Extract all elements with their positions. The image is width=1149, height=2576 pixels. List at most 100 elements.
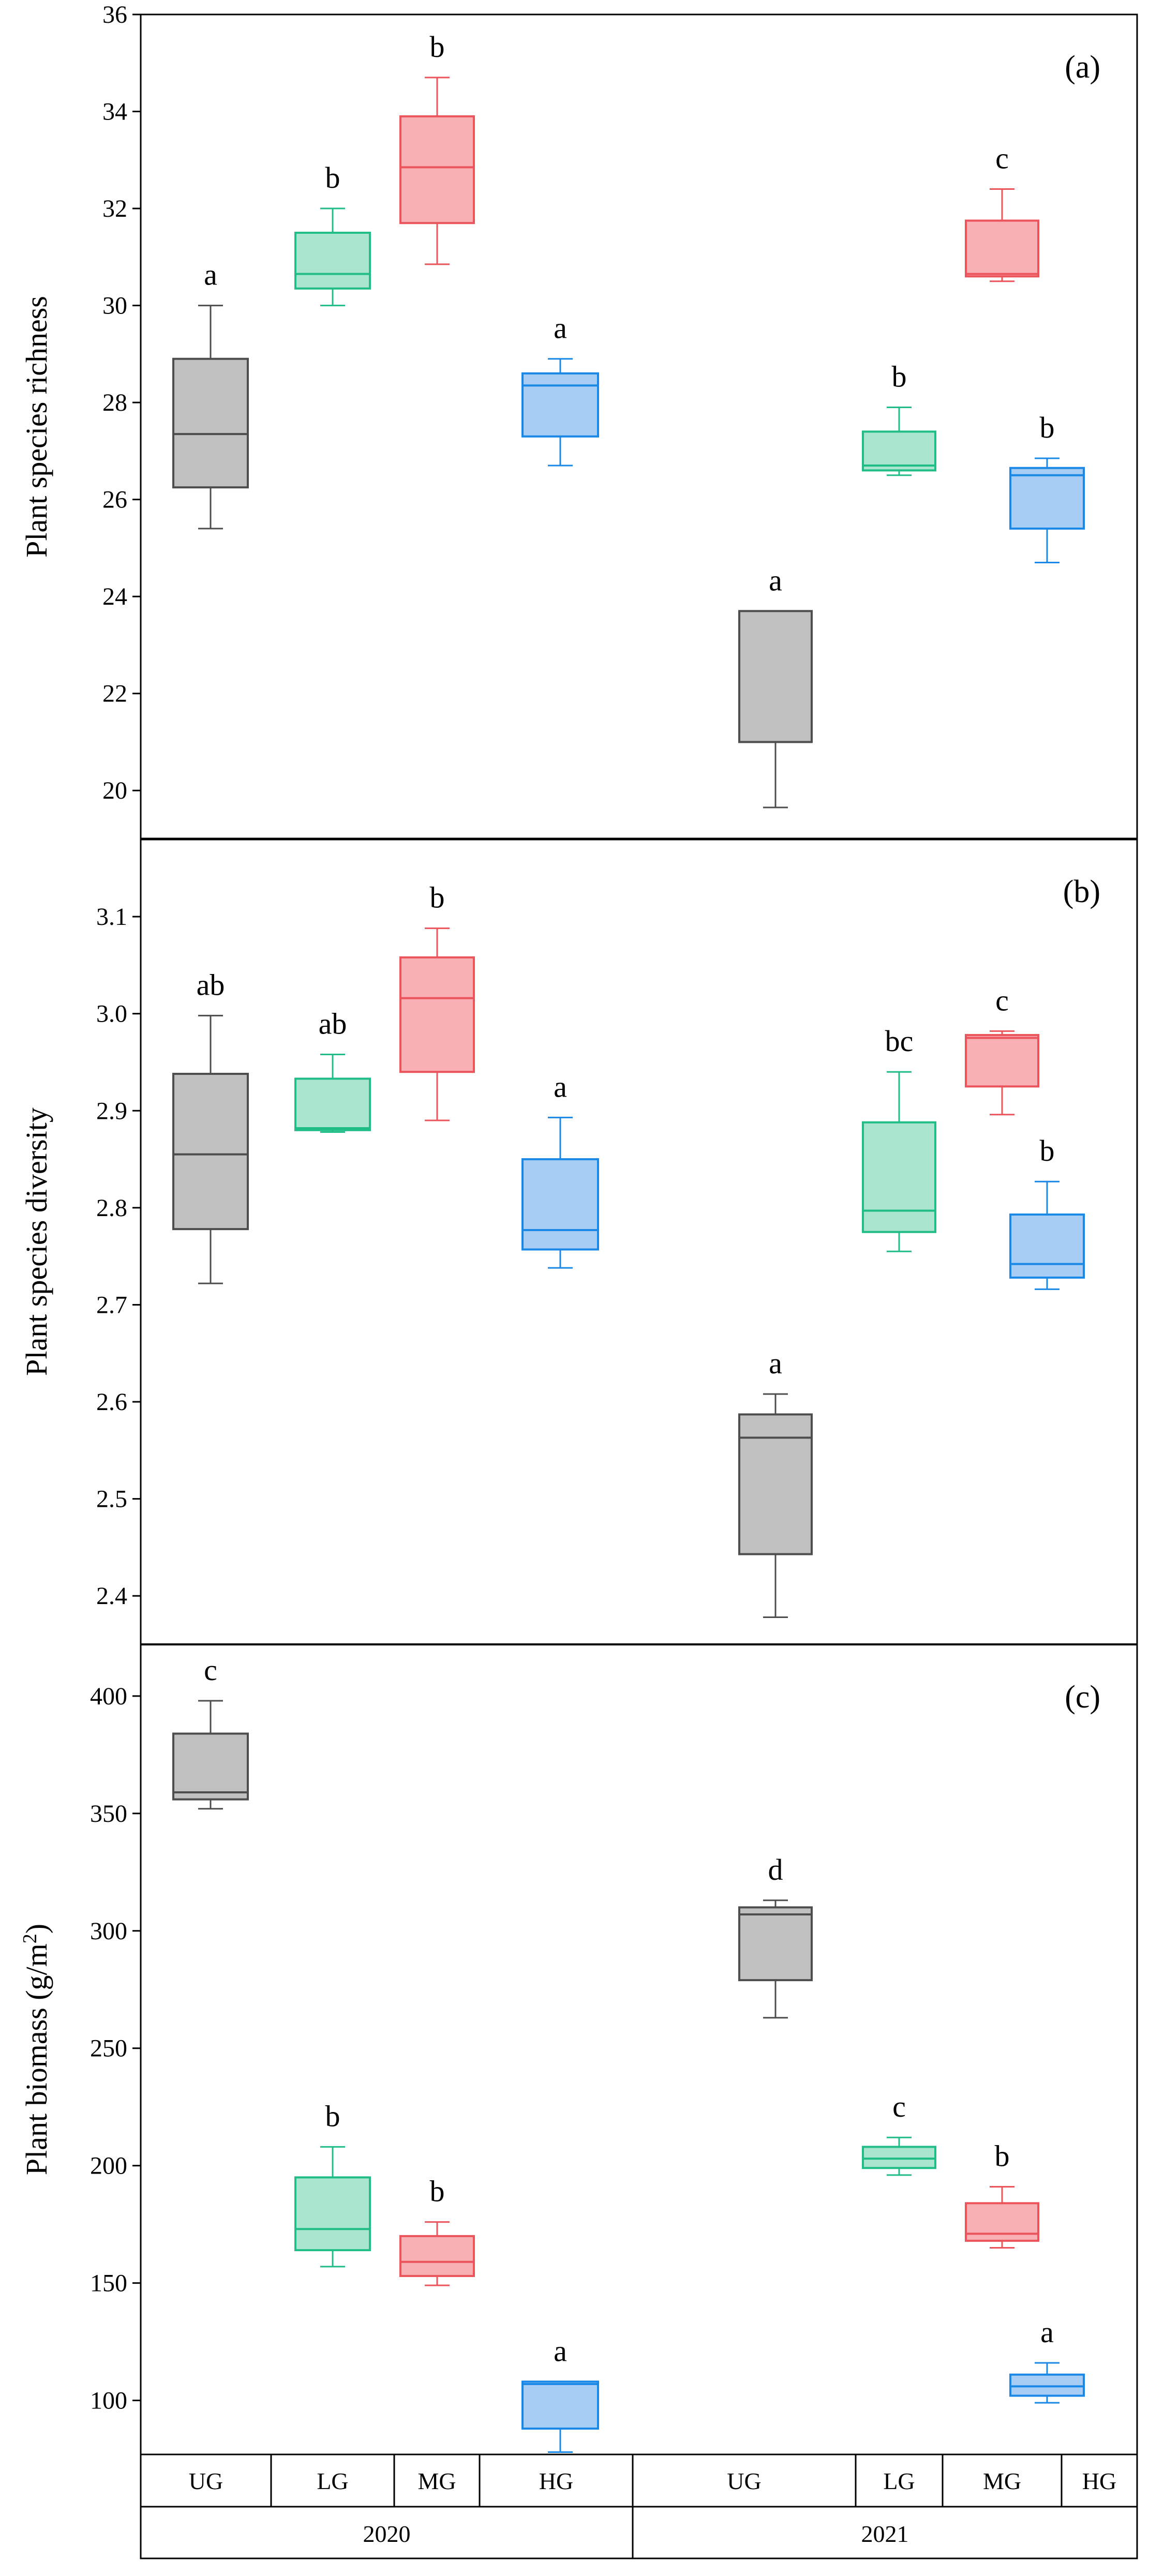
y-tick-label: 300 xyxy=(90,1918,127,1945)
panel-c: 100 150 200 250 300 350 400 Plant biomass (g/m2… xyxy=(19,1653,1100,2453)
x-category-label: HG xyxy=(1082,2468,1116,2494)
box-iqr xyxy=(399,115,475,224)
significance-letter: c xyxy=(995,142,1009,175)
box-2020-HG: a xyxy=(521,311,599,467)
y-axis-label-text: Plant species diversity xyxy=(20,1107,53,1376)
x-category-label: HG xyxy=(539,2468,573,2494)
box-2021-UG: d xyxy=(738,1853,813,2019)
box-2020-UG: a xyxy=(172,258,249,530)
y-axis-label-end: ) xyxy=(20,1924,53,1934)
significance-letter: a xyxy=(554,311,567,345)
box-iqr xyxy=(521,1158,599,1251)
box-2021-LG: b xyxy=(862,360,936,476)
y-tick-label: 2.8 xyxy=(96,1194,127,1222)
box-iqr xyxy=(521,372,599,438)
box-2021-UG: a xyxy=(738,563,813,808)
y-tick-label: 34 xyxy=(102,98,127,126)
box-iqr xyxy=(965,1034,1039,1088)
year-label: 2021 xyxy=(861,2521,909,2547)
significance-letter: a xyxy=(554,1070,567,1103)
y-tick-label: 3.0 xyxy=(96,1000,127,1028)
figure-frame xyxy=(140,13,1138,2559)
x-category-label: UG xyxy=(727,2468,761,2494)
box-iqr xyxy=(738,1413,813,1555)
box-2020-MG: b xyxy=(399,881,475,1121)
box-2021-LG: bc xyxy=(862,1024,936,1252)
x-category-label: MG xyxy=(417,2468,456,2494)
significance-letter: b xyxy=(892,360,907,393)
box-iqr xyxy=(172,357,249,489)
box-2021-LG: c xyxy=(862,2090,936,2176)
box-2021-HG: a xyxy=(1009,2315,1085,2404)
year-label: 2020 xyxy=(363,2521,411,2547)
y-axis-label-text: Plant species richness xyxy=(20,296,53,558)
significance-letter: b xyxy=(1040,411,1055,444)
panel-a: 20 22 24 26 28 30 32 34 36 Plant species richness… xyxy=(20,1,1100,808)
significance-letter: d xyxy=(768,1853,783,1886)
box-2020-UG: c xyxy=(172,1653,249,1810)
box-iqr xyxy=(965,2202,1039,2242)
y-axis-label-text: Plant biomass (g/m xyxy=(20,1943,53,2175)
box-iqr xyxy=(172,1732,249,1801)
box-iqr xyxy=(294,2176,371,2252)
box-iqr xyxy=(521,2380,599,2430)
box-2021-MG: c xyxy=(965,142,1039,282)
box-2021-MG: b xyxy=(965,2139,1039,2249)
y-tick-label: 28 xyxy=(102,389,127,416)
y-axis-label-superscript: 2 xyxy=(19,1934,41,1943)
box-iqr xyxy=(294,1077,371,1131)
y-tick-label: 2.6 xyxy=(96,1388,127,1416)
significance-letter: c xyxy=(995,983,1009,1017)
y-tick-label: 20 xyxy=(102,777,127,804)
box-iqr xyxy=(965,219,1039,278)
box-iqr xyxy=(738,610,813,743)
box-2020-MG: b xyxy=(399,30,475,265)
significance-letter: a xyxy=(769,563,782,597)
box-iqr xyxy=(862,1121,936,1233)
y-tick-label: 26 xyxy=(102,486,127,514)
y-axis-label: Plant species diversity xyxy=(20,1107,53,1376)
significance-letter: b xyxy=(430,881,445,915)
significance-letter: ab xyxy=(319,1007,347,1040)
box-2021-HG: b xyxy=(1009,1134,1085,1290)
box-2021-UG: a xyxy=(738,1346,813,1618)
box-2020-LG: b xyxy=(294,161,371,307)
box-2020-HG: a xyxy=(521,2334,599,2453)
y-tick-label: 3.1 xyxy=(96,903,127,931)
y-tick-label: 2.4 xyxy=(96,1582,127,1610)
significance-letter: a xyxy=(204,258,217,292)
significance-letter: b xyxy=(430,2175,445,2208)
panel-label: (a) xyxy=(1065,50,1100,85)
significance-letter: a xyxy=(769,1346,782,1380)
panel-b: 2.4 2.5 2.6 2.7 2.8 2.9 3.0 3.1 Plant species di… xyxy=(20,874,1100,1618)
box-iqr xyxy=(738,1906,813,1982)
y-tick-label: 100 xyxy=(90,2387,127,2415)
y-tick-label: 30 xyxy=(102,292,127,320)
y-axis-label: Plant biomass (g/m2) xyxy=(19,1924,53,2175)
box-iqr xyxy=(862,2146,936,2169)
box-2020-UG: ab xyxy=(172,968,249,1284)
x-category-label: MG xyxy=(983,2468,1021,2494)
significance-letter: ab xyxy=(197,968,225,1001)
box-iqr xyxy=(172,1072,249,1231)
box-2021-MG: c xyxy=(965,983,1039,1116)
box-2020-MG: b xyxy=(399,2175,475,2286)
significance-letter: b xyxy=(995,2139,1010,2173)
y-axis-label: Plant species richness xyxy=(20,296,53,558)
significance-letter: b xyxy=(430,30,445,64)
y-tick-label: 200 xyxy=(90,2152,127,2180)
significance-letter: b xyxy=(325,161,340,194)
y-tick-label: 2.7 xyxy=(96,1291,127,1319)
box-iqr xyxy=(1009,2373,1085,2397)
x-category-label: UG xyxy=(189,2468,223,2494)
panel-label: (b) xyxy=(1063,874,1100,909)
significance-letter: b xyxy=(1040,1134,1055,1167)
significance-letter: a xyxy=(554,2334,567,2368)
box-2020-LG: ab xyxy=(294,1007,371,1133)
box-iqr xyxy=(399,2235,475,2278)
box-2020-HG: a xyxy=(521,1070,599,1269)
y-tick-label: 350 xyxy=(90,1800,127,1828)
y-tick-label: 250 xyxy=(90,2035,127,2062)
y-tick-label: 400 xyxy=(90,1683,127,1710)
